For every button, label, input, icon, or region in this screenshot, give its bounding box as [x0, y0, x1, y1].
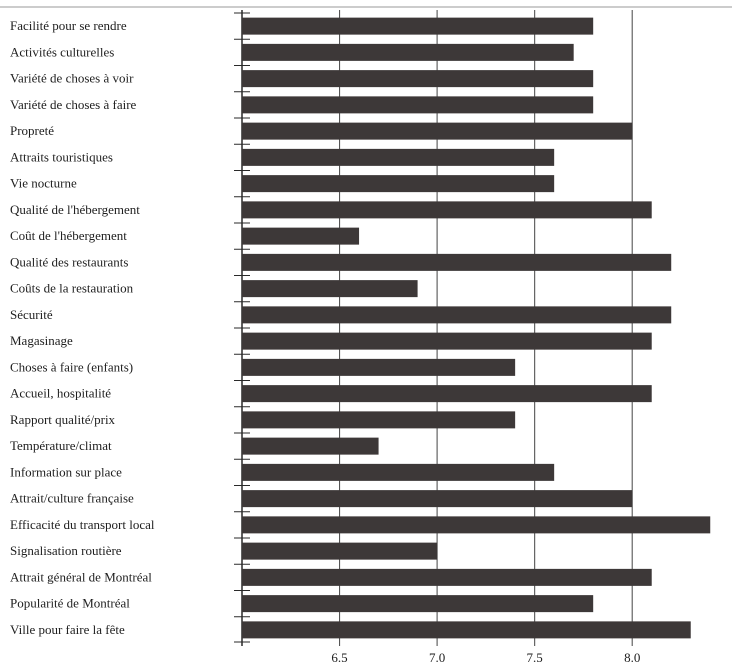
bar — [242, 385, 652, 403]
category-label: Efficacité du transport local — [10, 517, 155, 532]
bar — [242, 17, 594, 35]
bar — [242, 463, 555, 481]
category-label: Variété de choses à voir — [10, 71, 134, 86]
category-label: Attraits touristiques — [10, 149, 113, 164]
category-label: Attrait/culture française — [10, 491, 134, 506]
category-label: Facilité pour se rendre — [10, 18, 127, 33]
x-tick-label: 7.5 — [527, 650, 543, 665]
category-label: Popularité de Montréal — [10, 596, 130, 611]
bar — [242, 332, 652, 350]
bar — [242, 122, 633, 140]
category-label: Ville pour faire la fête — [10, 622, 125, 637]
bar — [242, 253, 672, 271]
bar — [242, 306, 672, 324]
bar — [242, 227, 360, 245]
bar — [242, 595, 594, 613]
category-label: Sécurité — [10, 307, 53, 322]
x-tick-labels: 6.5 7.0 7.5 8.0 — [331, 650, 640, 665]
bar — [242, 43, 574, 61]
category-label: Rapport qualité/prix — [10, 412, 116, 427]
x-tick-label: 7.0 — [429, 650, 445, 665]
category-label: Variété de choses à faire — [10, 97, 137, 112]
bar — [242, 490, 633, 508]
category-label: Propreté — [10, 123, 54, 138]
category-label: Choses à faire (enfants) — [10, 359, 133, 374]
bar — [242, 96, 594, 114]
category-label: Attrait général de Montréal — [10, 569, 152, 584]
category-label: Température/climat — [10, 438, 112, 453]
bar — [242, 411, 516, 429]
category-labels: Facilité pour se rendre Activités culture… — [10, 18, 155, 637]
bars-group — [242, 17, 711, 639]
bar — [242, 516, 711, 534]
bar — [242, 70, 594, 88]
bar — [242, 175, 555, 193]
category-label: Magasinage — [10, 333, 73, 348]
category-label: Information sur place — [10, 464, 122, 479]
category-label: Vie nocturne — [10, 176, 77, 191]
y-tick-marks — [234, 12, 250, 643]
bar — [242, 621, 691, 639]
x-tick-label: 8.0 — [624, 650, 640, 665]
category-label: Accueil, hospitalité — [10, 386, 111, 401]
x-tick-label: 6.5 — [331, 650, 347, 665]
bar — [242, 542, 438, 560]
category-label: Coûts de la restauration — [10, 281, 134, 296]
category-label: Signalisation routière — [10, 543, 122, 558]
bar — [242, 358, 516, 376]
bar — [242, 280, 418, 298]
bar — [242, 201, 652, 219]
category-label: Qualité des restaurants — [10, 254, 128, 269]
bar — [242, 148, 555, 166]
category-label: Activités culturelles — [10, 44, 114, 59]
category-label: Coût de l'hébergement — [10, 228, 127, 243]
bar — [242, 437, 379, 455]
bar — [242, 568, 652, 586]
grid-lines — [339, 10, 633, 646]
category-label: Qualité de l'hébergement — [10, 202, 140, 217]
